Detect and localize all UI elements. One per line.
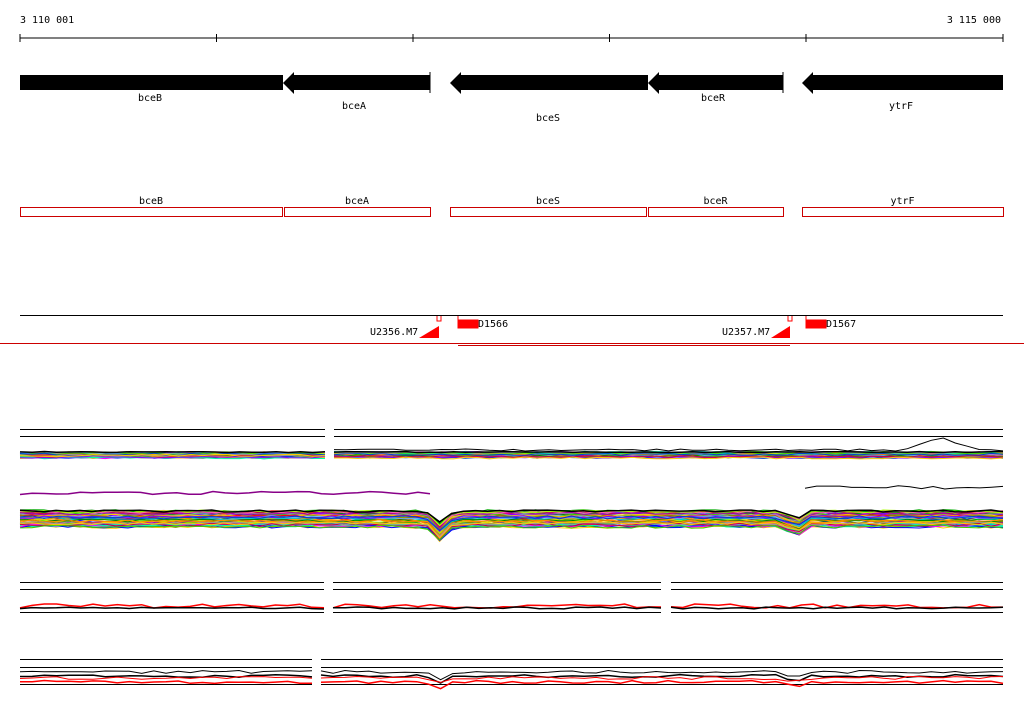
expression-series bbox=[19, 524, 1004, 543]
expression-series bbox=[19, 518, 1004, 537]
expression-series bbox=[19, 450, 326, 454]
gene-label: bceS bbox=[536, 113, 560, 124]
expression-series bbox=[19, 490, 431, 496]
expression-series bbox=[20, 518, 1004, 536]
gene-bceR[interactable]: bceR bbox=[648, 72, 784, 104]
annotation-box-bceS[interactable]: bceS bbox=[450, 196, 647, 217]
expression-series bbox=[320, 679, 1004, 690]
expression-series bbox=[19, 606, 325, 610]
expression-series bbox=[333, 456, 1004, 460]
expression-series bbox=[19, 453, 326, 457]
gene-label: bceR bbox=[701, 93, 726, 104]
gene-arrow bbox=[648, 72, 783, 94]
expression-track-2[interactable] bbox=[19, 485, 1004, 543]
annotation-label: bceA bbox=[345, 196, 369, 207]
annotation-rect bbox=[648, 207, 784, 217]
expression-series bbox=[19, 676, 313, 680]
expression-series bbox=[19, 524, 1004, 541]
promoter-d1566[interactable]: D1566 bbox=[457, 316, 508, 330]
expression-series bbox=[19, 455, 326, 459]
annotation-rect bbox=[20, 207, 283, 217]
expression-series bbox=[333, 455, 1004, 459]
gene-ytrF[interactable]: ytrF bbox=[802, 72, 1003, 112]
gene-bceB[interactable]: bceB bbox=[20, 75, 283, 104]
expression-series bbox=[19, 521, 1004, 539]
regulatory-features-track: U2356.M7 D1566 U2357.M7 D1567 bbox=[20, 315, 1003, 346]
expression-series bbox=[670, 606, 1004, 610]
annotation-rect bbox=[802, 207, 1004, 217]
terminator-u2356[interactable]: U2356.M7 bbox=[370, 316, 442, 338]
expression-series bbox=[320, 669, 1004, 681]
expression-track-4[interactable] bbox=[19, 659, 1004, 690]
expression-series bbox=[333, 450, 1004, 454]
terminator-triangle-icon bbox=[419, 326, 439, 338]
gene-arrow bbox=[802, 72, 1003, 94]
expression-series bbox=[20, 679, 313, 685]
expression-series bbox=[333, 452, 1004, 456]
terminator-u2357[interactable]: U2357.M7 bbox=[722, 316, 793, 338]
expression-series bbox=[333, 437, 1004, 452]
annotation-label: bceS bbox=[536, 196, 560, 207]
ruler-start-label: 3 110 001 bbox=[20, 15, 74, 26]
gene-arrow bbox=[450, 72, 648, 94]
annotation-label: ytrF bbox=[890, 196, 914, 207]
feature-label-d1567: D1567 bbox=[826, 319, 856, 330]
coordinate-ruler: 3 110 001 3 115 000 bbox=[19, 15, 1004, 42]
promoter-d1567[interactable]: D1567 bbox=[805, 316, 856, 330]
gene-bceS[interactable]: bceS bbox=[450, 72, 648, 124]
gene-arrow bbox=[283, 72, 430, 94]
gene-bceA[interactable]: bceA bbox=[283, 72, 431, 112]
gene-label: ytrF bbox=[889, 101, 913, 112]
gene-arrow bbox=[20, 75, 283, 90]
annotation-label: bceR bbox=[703, 196, 728, 207]
ruler-end-label: 3 115 000 bbox=[947, 15, 1001, 26]
feature-label-u2356: U2356.M7 bbox=[370, 327, 418, 338]
ruler-ticks bbox=[19, 34, 1004, 42]
annotation-box-bceA[interactable]: bceA bbox=[284, 196, 431, 217]
annotation-label: bceB bbox=[139, 196, 163, 207]
annotation-box-bceB[interactable]: bceB bbox=[20, 196, 283, 217]
expression-series bbox=[19, 515, 1004, 532]
annotation-track: bceB bceA bceS bceR ytrF bbox=[20, 196, 1004, 217]
expression-tracks bbox=[19, 429, 1004, 690]
gene-label: bceB bbox=[138, 93, 162, 104]
expression-series bbox=[19, 674, 313, 679]
expression-series bbox=[19, 511, 1004, 530]
expression-series bbox=[804, 485, 1004, 490]
annotation-rect bbox=[284, 207, 431, 217]
annotation-box-bceR[interactable]: bceR bbox=[648, 196, 784, 217]
expression-series bbox=[19, 669, 313, 674]
feature-label-d1566: D1566 bbox=[478, 319, 508, 330]
expression-series bbox=[19, 603, 325, 609]
expression-series bbox=[320, 673, 1004, 684]
expression-series bbox=[19, 509, 1004, 523]
expression-series bbox=[320, 675, 1004, 683]
gene-track: bceB bceA bceS bceR ytrF bbox=[20, 72, 1003, 124]
expression-track-1[interactable] bbox=[19, 429, 1004, 460]
terminator-triangle-icon bbox=[771, 326, 790, 338]
annotation-rect bbox=[450, 207, 647, 217]
annotation-box-ytrF[interactable]: ytrF bbox=[802, 196, 1004, 217]
gene-label: bceA bbox=[342, 101, 366, 112]
expression-series bbox=[332, 606, 662, 610]
feature-label-u2357: U2357.M7 bbox=[722, 327, 770, 338]
expression-track-3[interactable] bbox=[19, 582, 1004, 613]
